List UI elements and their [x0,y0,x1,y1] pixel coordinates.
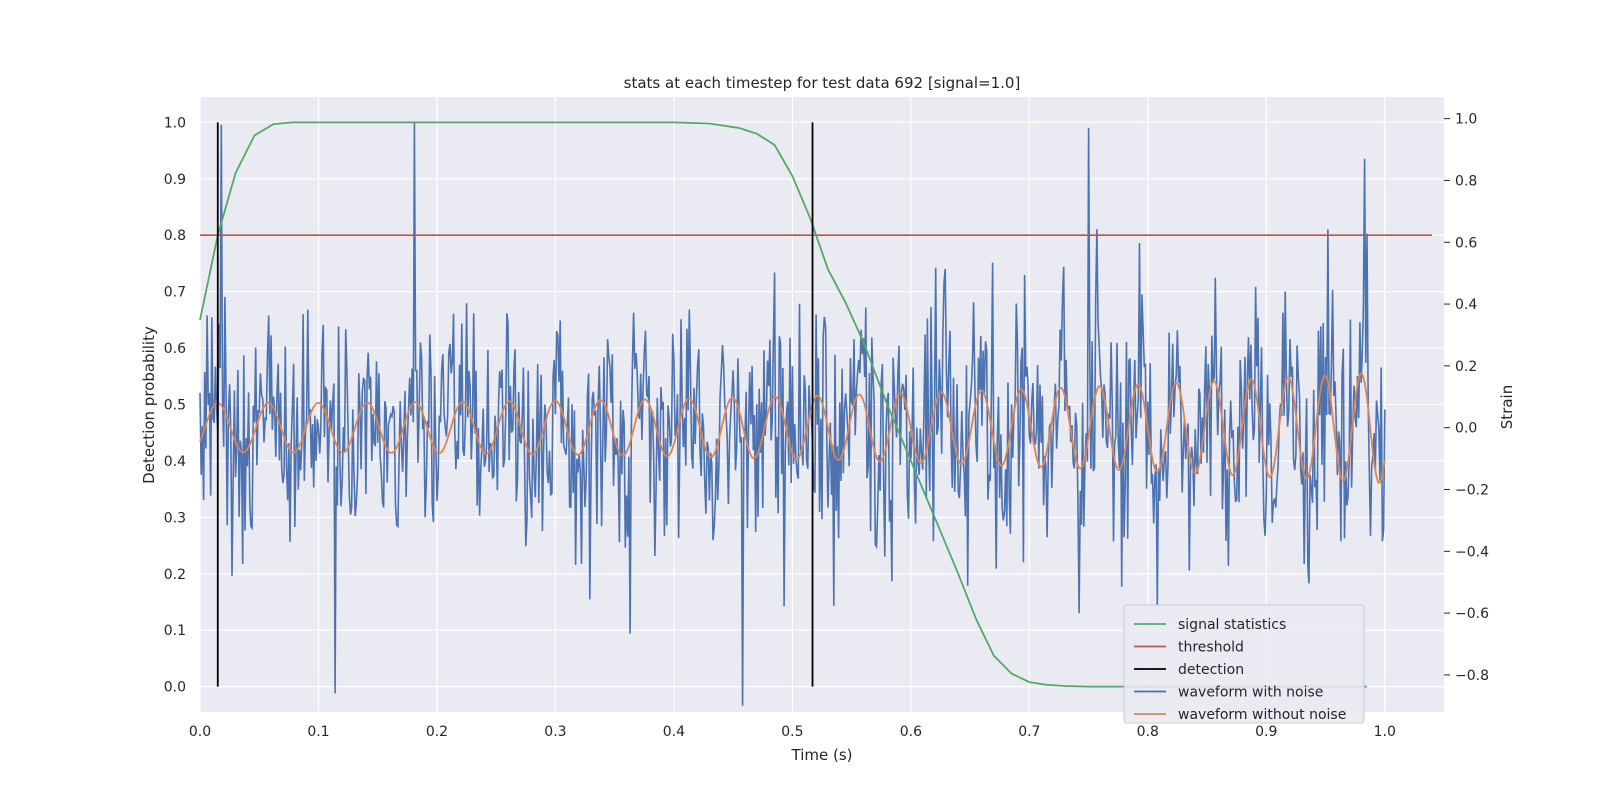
y-right-tick-label: −0.4 [1455,544,1489,560]
y-right-axis-ticks: −0.8 −0.6 −0.4 −0.2 0.0 0.2 0.4 0.6 0.8 1.0 [1444,112,1489,684]
series-waveform-with-noise [199,121,1386,706]
x-tick-label: 0.4 [663,724,685,740]
y-right-tick-label: 0.0 [1455,421,1477,437]
legend-entry: threshold [1178,640,1244,656]
y-left-axis-ticks: 0.0 0.1 0.2 0.3 0.4 0.5 0.6 0.7 0.8 0.9 1.0 [164,115,186,695]
x-axis-label: Time (s) [791,746,853,764]
x-tick-label: 0.7 [1018,724,1040,740]
y-left-tick-label: 0.9 [164,172,186,188]
x-tick-label: 0.9 [1255,724,1277,740]
x-tick-label: 0.0 [189,724,211,740]
legend-entry: waveform with noise [1178,685,1323,701]
y-left-tick-label: 0.5 [164,398,186,414]
y-left-tick-label: 0.6 [164,341,186,357]
y-left-tick-label: 0.1 [164,623,186,639]
y-left-axis-label: Detection probability [140,326,158,484]
legend-entry: detection [1178,662,1244,678]
y-right-tick-label: −0.8 [1455,668,1489,684]
y-left-tick-label: 0.8 [164,228,186,244]
legend: signal statistics threshold detection wavef… [1123,604,1365,724]
x-tick-label: 0.3 [544,724,566,740]
y-right-tick-label: 0.4 [1455,297,1477,313]
y-right-tick-label: 0.6 [1455,235,1477,251]
x-tick-label: 0.8 [1137,724,1159,740]
x-tick-label: 0.6 [900,724,922,740]
y-left-tick-label: 0.2 [164,567,186,583]
legend-entry: signal statistics [1178,617,1286,633]
y-right-axis-label: Strain [1498,385,1516,429]
y-right-tick-label: 0.2 [1455,359,1477,375]
y-left-tick-label: 0.0 [164,680,186,696]
y-right-tick-label: −0.2 [1455,482,1489,498]
series-signal-statistics [199,121,1367,688]
y-left-tick-label: 0.7 [164,285,186,301]
series-waveform-without-noise [199,372,1386,484]
y-left-tick-label: 1.0 [164,115,186,131]
y-right-tick-label: 1.0 [1455,112,1477,128]
chart-title: stats at each timestep for test data 692… [624,74,1021,92]
y-right-tick-label: −0.6 [1455,606,1489,622]
x-tick-label: 0.5 [781,724,803,740]
series-layer [199,121,1433,706]
y-left-tick-label: 0.4 [164,454,186,470]
legend-box [1123,604,1365,724]
x-axis-ticks: 0.0 0.1 0.2 0.3 0.4 0.5 0.6 0.7 0.8 0.9 1.0 [189,724,1396,740]
x-tick-label: 0.1 [307,724,329,740]
x-tick-label: 1.0 [1374,724,1396,740]
y-right-tick-label: 0.8 [1455,173,1477,189]
legend-entry: waveform without noise [1178,707,1346,723]
y-left-tick-label: 0.3 [164,510,186,526]
x-tick-label: 0.2 [426,724,448,740]
